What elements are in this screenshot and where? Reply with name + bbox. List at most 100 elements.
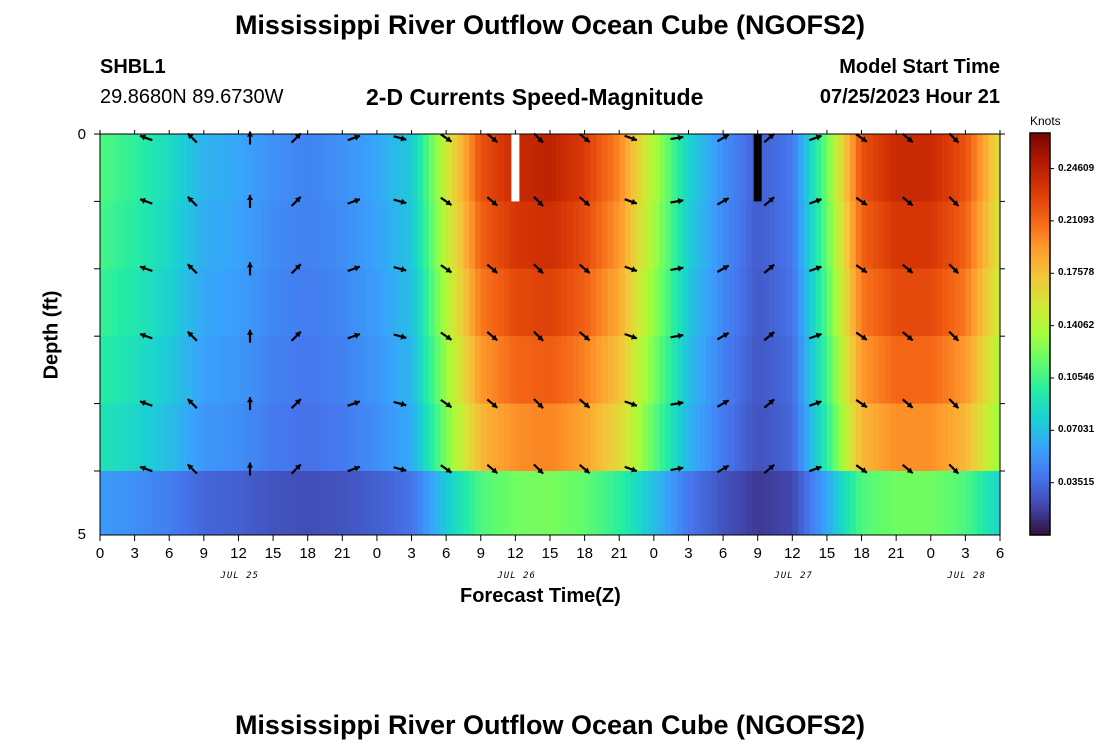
heatmap-cell: [342, 470, 349, 536]
heatmap-cell: [775, 134, 782, 202]
heatmap-cell: [515, 403, 522, 472]
heatmap-cell: [111, 470, 118, 536]
heatmap-cell: [740, 268, 747, 337]
heatmap-cell: [746, 336, 753, 405]
heatmap-cell: [296, 470, 303, 536]
heatmap-cell: [688, 134, 695, 202]
heatmap-cell: [625, 336, 632, 405]
heatmap-cell: [555, 201, 563, 270]
x-tick-label: 15: [818, 545, 836, 562]
heatmap-cell: [192, 134, 199, 202]
heatmap-cell: [255, 336, 263, 405]
heatmap-cell: [919, 336, 926, 405]
heatmap-cell: [255, 134, 263, 202]
heatmap-cell: [278, 201, 286, 270]
heatmap-cell: [151, 134, 159, 202]
current-vector: [533, 463, 544, 475]
heatmap-cell: [757, 336, 765, 405]
heatmap-cell: [971, 268, 978, 337]
heatmap-cell: [457, 403, 465, 472]
heatmap-cell: [400, 336, 407, 405]
heatmap-cell: [573, 470, 580, 536]
heatmap-cell: [907, 268, 915, 337]
heatmap-cell: [792, 470, 799, 536]
heatmap-cell: [694, 134, 701, 202]
heatmap-cell: [319, 201, 326, 270]
heatmap-cell: [746, 403, 753, 472]
heatmap-cell: [694, 336, 701, 405]
heatmap-cell: [526, 470, 534, 536]
heatmap-cell: [307, 134, 315, 202]
current-vector: [533, 263, 544, 275]
current-vector: [246, 194, 254, 208]
heatmap-cell: [913, 268, 920, 337]
current-vector: [901, 398, 914, 409]
heatmap-cell: [567, 470, 574, 536]
heatmap-cell: [394, 403, 401, 472]
heatmap-cell: [561, 268, 568, 337]
current-vector: [670, 198, 684, 205]
heatmap-cell: [775, 336, 782, 405]
heatmap-cell: [578, 201, 586, 270]
heatmap-cell: [653, 134, 661, 202]
heatmap-cell: [313, 470, 320, 536]
heatmap-cell: [463, 268, 470, 337]
heatmap-cell: [584, 470, 591, 536]
heatmap-cell: [492, 336, 499, 405]
current-vector: [716, 133, 730, 143]
heatmap-cell: [273, 403, 280, 472]
current-vector: [624, 465, 638, 473]
heatmap-cell: [844, 268, 851, 337]
heatmap-cell: [596, 336, 603, 405]
heatmap-cell: [250, 470, 257, 536]
heatmap-cell: [550, 336, 557, 405]
heatmap-cell: [821, 403, 828, 472]
heatmap-cell: [826, 201, 834, 270]
heatmap-cell: [226, 201, 234, 270]
heatmap-cell: [982, 201, 990, 270]
current-vector: [533, 196, 544, 207]
current-vector: [578, 132, 591, 144]
heatmap-cell: [948, 134, 955, 202]
heatmap-cell: [209, 134, 216, 202]
current-vector: [948, 398, 960, 409]
model-start-label: Model Start Time: [839, 56, 1000, 78]
heatmap-cell: [250, 403, 257, 472]
heatmap-cell: [844, 470, 851, 536]
heatmap-cell: [630, 268, 638, 337]
heatmap-cell: [463, 201, 470, 270]
heatmap-cell: [538, 268, 545, 337]
colorbar: [1029, 132, 1054, 536]
heatmap-cell: [423, 201, 430, 270]
heatmap-cell: [521, 134, 528, 202]
heatmap-cell: [365, 134, 372, 202]
heatmap-cell: [203, 403, 211, 472]
heatmap-cell: [457, 470, 465, 536]
heatmap-cell: [325, 134, 332, 202]
heatmap-cell: [336, 336, 343, 405]
heatmap-cell: [463, 134, 470, 202]
heatmap-cell: [607, 470, 615, 536]
heatmap-cell: [815, 470, 822, 536]
heatmap-cell: [290, 201, 297, 270]
heatmap-cell: [809, 336, 816, 405]
heatmap-cell: [290, 134, 297, 202]
current-vector: [624, 332, 638, 340]
heatmap-cell: [988, 268, 995, 337]
heatmap-cell: [792, 403, 799, 472]
heatmap-cell: [994, 134, 1001, 202]
heatmap-cell: [509, 268, 516, 337]
heatmap-cell: [238, 268, 245, 337]
current-vector: [624, 265, 638, 273]
heatmap-cell: [284, 403, 291, 472]
heatmap-cell: [688, 268, 695, 337]
heatmap-cell: [105, 268, 113, 337]
heatmap-cell: [775, 201, 782, 270]
heatmap-cell: [451, 134, 459, 202]
heatmap-cell: [388, 201, 395, 270]
heatmap-cell: [919, 268, 926, 337]
heatmap-cell: [601, 336, 609, 405]
heatmap-cell: [711, 134, 718, 202]
heatmap-cell: [873, 268, 880, 337]
heatmap-cell: [682, 268, 690, 337]
